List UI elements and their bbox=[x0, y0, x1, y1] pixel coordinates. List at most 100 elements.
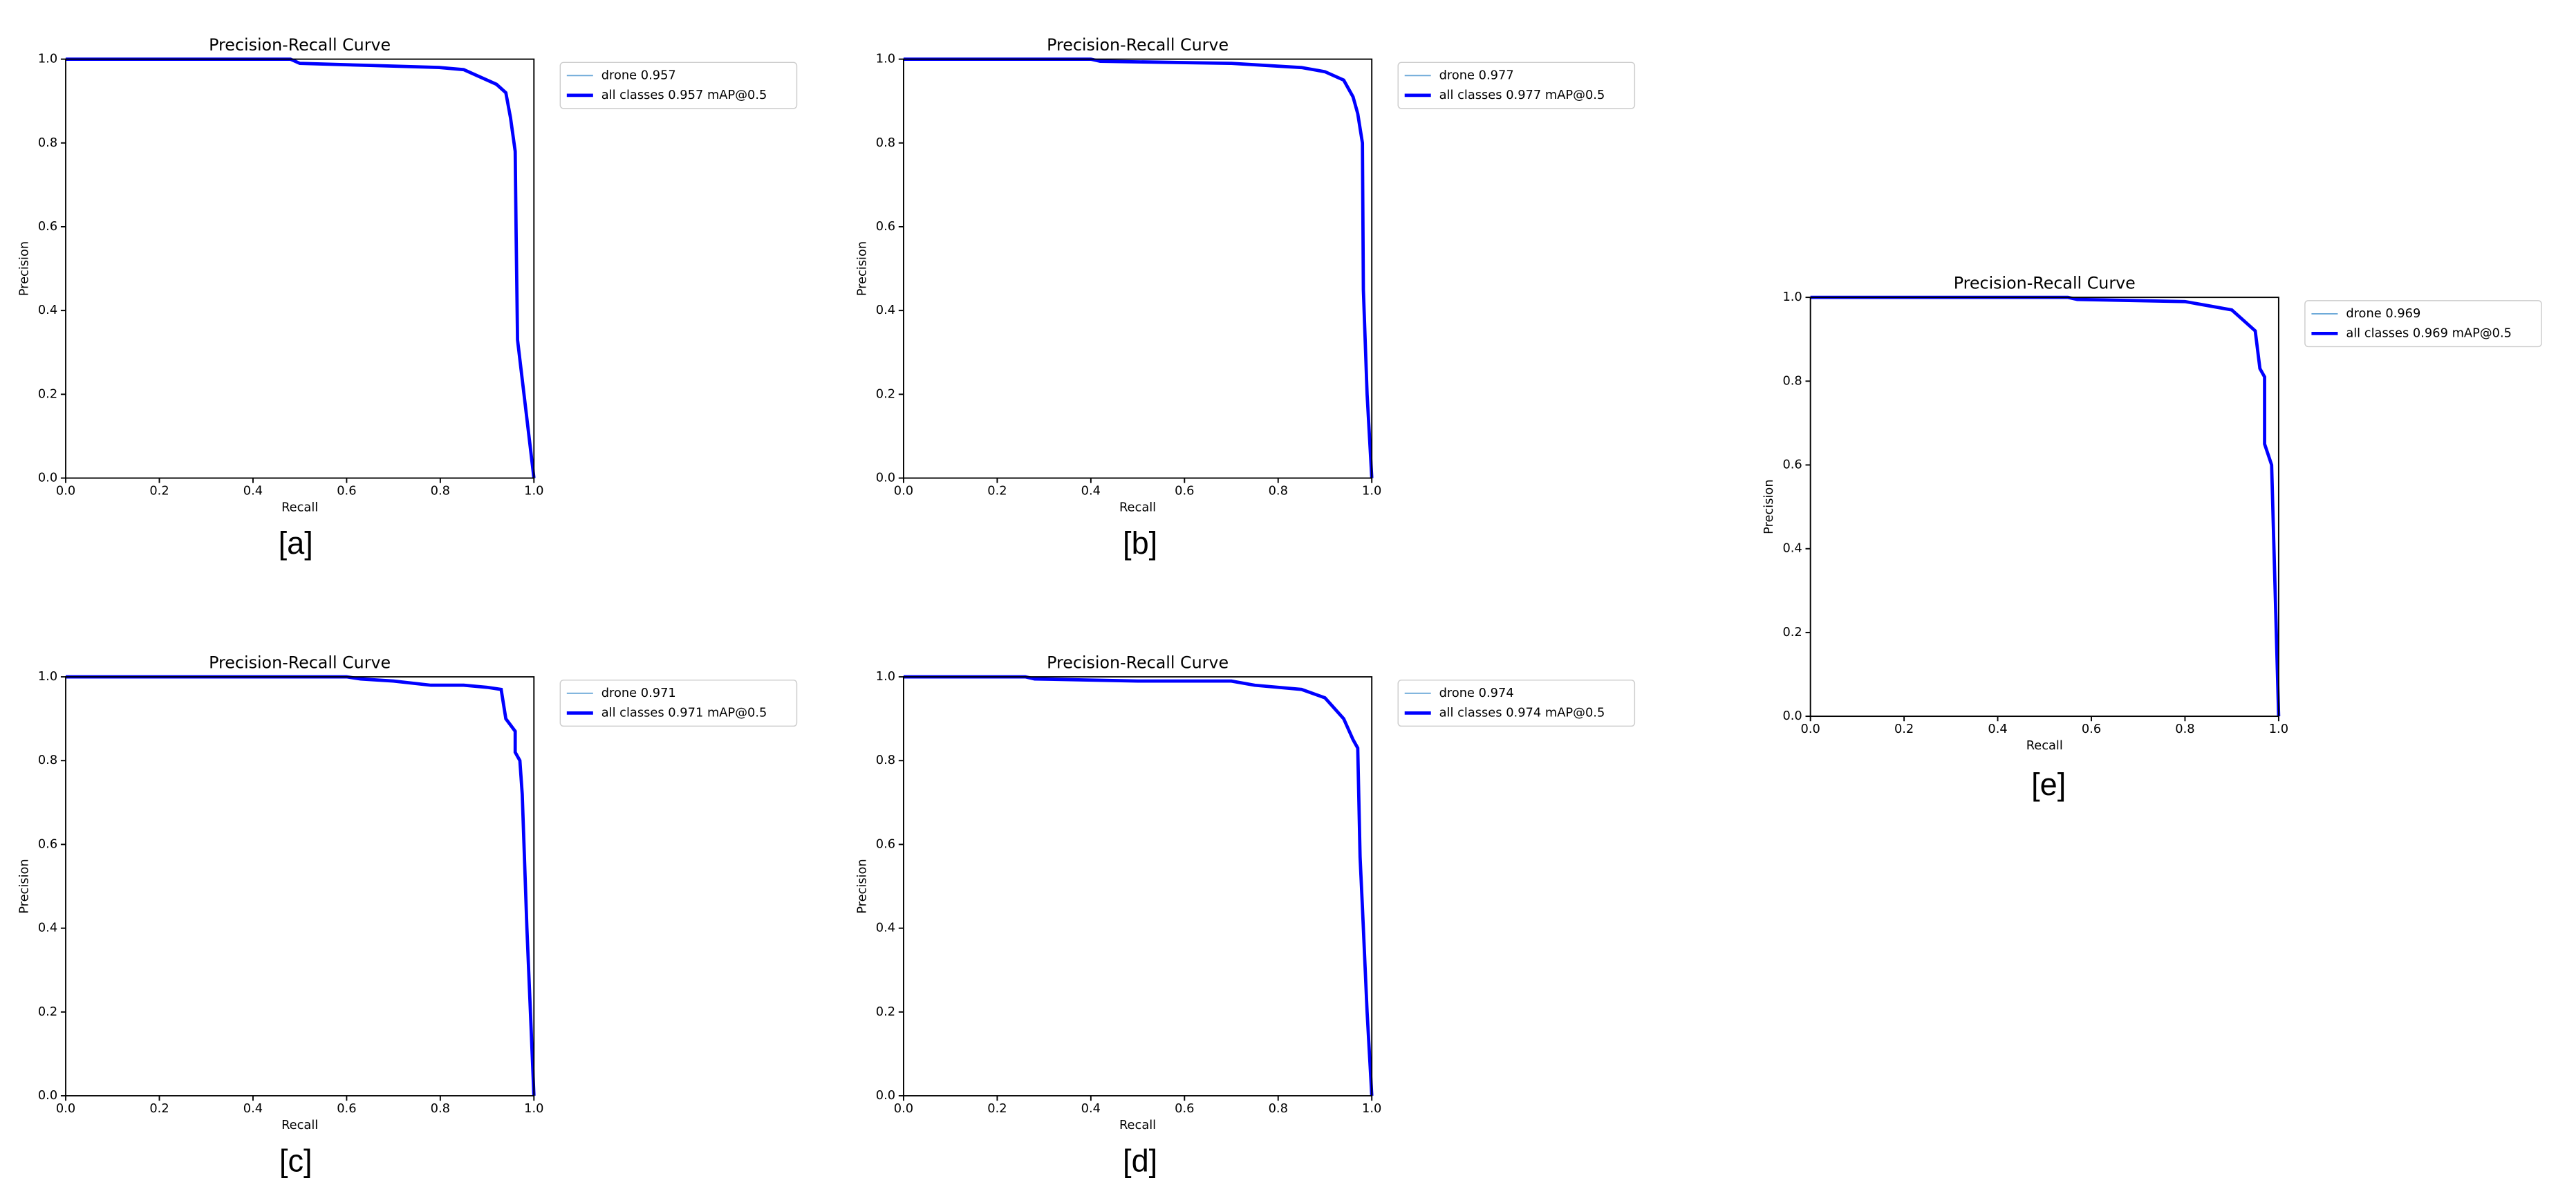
legend-box bbox=[1397, 62, 1636, 109]
y-tick-label: 0.8 bbox=[1782, 373, 1802, 388]
y-tick-label: 0.4 bbox=[38, 921, 57, 935]
y-tick-label: 0.4 bbox=[1782, 541, 1802, 556]
y-axis-label: Precision bbox=[855, 241, 870, 296]
y-tick-label: 0.8 bbox=[876, 753, 895, 767]
x-tick-label: 1.0 bbox=[1362, 1101, 1381, 1116]
pr-curve bbox=[1810, 295, 2281, 717]
y-axis-label: Precision bbox=[17, 241, 32, 296]
x-tick-label: 0.4 bbox=[1988, 722, 2007, 736]
y-tick-label: 0.2 bbox=[38, 1005, 57, 1019]
y-tick-label: 0.6 bbox=[876, 837, 895, 851]
legend-label: drone 0.977 bbox=[1439, 68, 1514, 82]
chart-title: Precision-Recall Curve bbox=[1047, 35, 1229, 55]
x-tick-label: 0.8 bbox=[1269, 484, 1288, 498]
legend-label: all classes 0.977 mAP@0.5 bbox=[1439, 88, 1605, 102]
x-tick-label: 0.6 bbox=[2082, 722, 2101, 736]
caption: [c] bbox=[279, 1143, 312, 1178]
y-tick-label: 1.0 bbox=[38, 52, 57, 66]
caption: [d] bbox=[1123, 1143, 1157, 1178]
caption: [b] bbox=[1123, 525, 1157, 561]
x-tick-label: 0.6 bbox=[1175, 484, 1194, 498]
y-tick-label: 0.0 bbox=[38, 1088, 57, 1103]
chart-panel: Precision-Recall Curve 0.0 0.2 0.4 0.6 0.8 1.0… bbox=[855, 35, 1636, 561]
y-tick-label: 1.0 bbox=[38, 669, 57, 684]
chart-title: Precision-Recall Curve bbox=[1047, 653, 1229, 673]
pr-curve bbox=[903, 676, 1373, 1096]
x-axis-label: Recall bbox=[1119, 500, 1156, 514]
plot-frame bbox=[903, 676, 1373, 1096]
pr-curve bbox=[903, 58, 1373, 478]
x-tick-label: 0.0 bbox=[56, 484, 75, 498]
x-tick-label: 0.0 bbox=[56, 1101, 75, 1116]
x-axis-label: Recall bbox=[281, 1118, 318, 1132]
x-tick-label: 0.2 bbox=[149, 484, 169, 498]
x-tick-label: 0.8 bbox=[2175, 722, 2194, 736]
x-tick-label: 1.0 bbox=[2269, 722, 2288, 736]
legend-label: all classes 0.971 mAP@0.5 bbox=[601, 705, 767, 720]
y-tick-label: 0.4 bbox=[876, 921, 895, 935]
plot-frame bbox=[1809, 297, 2279, 718]
x-tick-label: 0.4 bbox=[1081, 484, 1101, 498]
chart-panel: Precision-Recall Curve 0.0 0.2 0.4 0.6 0.8 1.0… bbox=[855, 653, 1636, 1178]
x-tick-label: 0.4 bbox=[243, 1101, 263, 1116]
legend-box bbox=[1397, 680, 1636, 727]
chart-title: Precision-Recall Curve bbox=[1954, 274, 2136, 293]
x-tick-label: 0.6 bbox=[337, 484, 356, 498]
y-tick-label: 0.2 bbox=[876, 1005, 895, 1019]
pr-curve bbox=[66, 676, 535, 1096]
y-tick-label: 0.8 bbox=[38, 753, 57, 767]
y-tick-label: 1.0 bbox=[876, 52, 895, 66]
y-tick-label: 0.6 bbox=[38, 837, 57, 851]
pr-curve bbox=[903, 57, 1374, 478]
legend-box bbox=[559, 62, 798, 109]
legend-label: drone 0.974 bbox=[1439, 686, 1514, 700]
y-axis-label: Precision bbox=[17, 859, 32, 913]
y-tick-label: 0.8 bbox=[38, 136, 57, 150]
x-tick-label: 0.6 bbox=[1175, 1101, 1194, 1116]
x-tick-label: 0.8 bbox=[431, 1101, 450, 1116]
x-tick-label: 0.0 bbox=[894, 484, 913, 498]
y-tick-label: 0.0 bbox=[876, 471, 895, 485]
y-tick-label: 0.8 bbox=[876, 136, 895, 150]
y-tick-label: 0.4 bbox=[38, 303, 57, 317]
legend-box bbox=[2304, 300, 2542, 348]
y-tick-label: 0.2 bbox=[38, 386, 57, 401]
plot-frame bbox=[903, 58, 1373, 479]
x-tick-label: 0.4 bbox=[243, 484, 263, 498]
legend-label: all classes 0.969 mAP@0.5 bbox=[2346, 326, 2512, 340]
x-axis-label: Recall bbox=[1119, 1118, 1156, 1132]
y-axis-label: Precision bbox=[855, 859, 870, 913]
caption: [a] bbox=[279, 525, 313, 561]
legend-label: drone 0.957 bbox=[601, 68, 676, 82]
x-tick-label: 0.2 bbox=[987, 484, 1007, 498]
pr-curve bbox=[903, 675, 1374, 1096]
y-tick-label: 0.2 bbox=[1782, 625, 1802, 639]
y-tick-label: 0.2 bbox=[876, 386, 895, 401]
x-tick-label: 1.0 bbox=[1362, 484, 1381, 498]
pr-curve bbox=[66, 58, 535, 478]
legend-label: all classes 0.957 mAP@0.5 bbox=[601, 88, 767, 102]
legend-label: drone 0.971 bbox=[601, 686, 676, 700]
x-tick-label: 1.0 bbox=[524, 484, 543, 498]
y-tick-label: 0.0 bbox=[1782, 709, 1802, 723]
legend-box bbox=[559, 680, 798, 727]
plot-frame bbox=[65, 676, 535, 1096]
chart-panel: Precision-Recall Curve 0.0 0.2 0.4 0.6 0.8 1.0… bbox=[17, 35, 798, 561]
x-tick-label: 0.2 bbox=[149, 1101, 169, 1116]
chart-title: Precision-Recall Curve bbox=[209, 653, 391, 673]
x-tick-label: 0.2 bbox=[1894, 722, 1914, 736]
chart-panel: Precision-Recall Curve 0.0 0.2 0.4 0.6 0.8 1.0… bbox=[1762, 274, 2542, 802]
x-tick-label: 0.0 bbox=[894, 1101, 913, 1116]
x-tick-label: 0.6 bbox=[337, 1101, 356, 1116]
caption: [e] bbox=[2031, 767, 2066, 802]
legend-label: all classes 0.974 mAP@0.5 bbox=[1439, 705, 1605, 720]
x-tick-label: 0.4 bbox=[1081, 1101, 1101, 1116]
y-axis-label: Precision bbox=[1762, 479, 1776, 534]
plot-frame bbox=[65, 58, 535, 479]
x-axis-label: Recall bbox=[2026, 738, 2063, 753]
x-tick-label: 1.0 bbox=[524, 1101, 543, 1116]
y-tick-label: 0.6 bbox=[38, 219, 57, 234]
y-tick-label: 0.6 bbox=[1782, 458, 1802, 472]
y-tick-label: 0.0 bbox=[38, 471, 57, 485]
